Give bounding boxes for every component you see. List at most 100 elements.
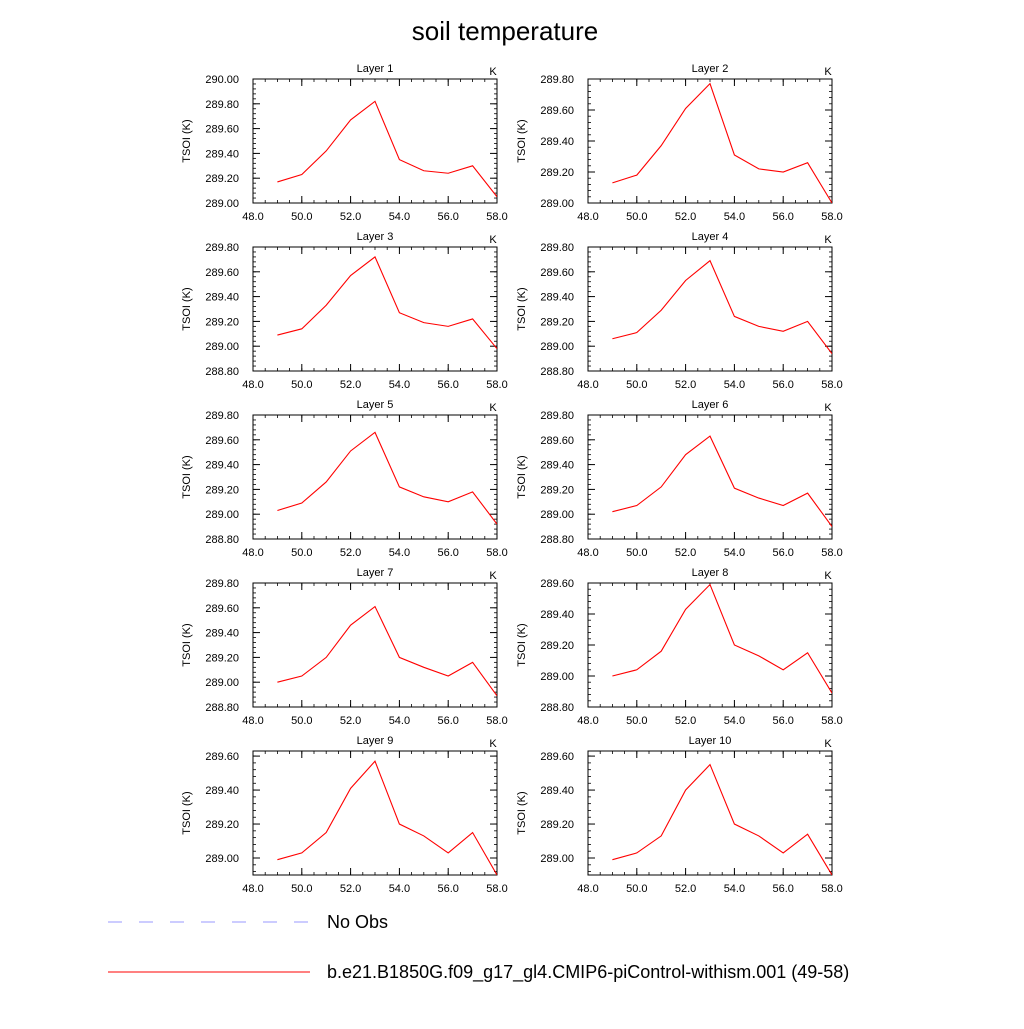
panel-frame	[587, 246, 833, 372]
x-tick-label: 52.0	[340, 379, 361, 391]
chart-title: soil temperature	[412, 16, 598, 46]
y-tick-label: 288.80	[540, 534, 574, 546]
x-tick-label: 58.0	[486, 547, 507, 559]
y-tick-label: 289.00	[540, 341, 574, 353]
x-tick-label: 50.0	[626, 547, 647, 559]
legend-label: No Obs	[327, 912, 388, 932]
x-tick-label: 48.0	[577, 547, 598, 559]
y-tick-label: 289.20	[205, 652, 239, 664]
x-tick-label: 56.0	[772, 379, 793, 391]
panel-title: Layer 7	[357, 567, 394, 579]
y-axis-label: TSOI (K)	[516, 119, 528, 162]
x-tick-label: 56.0	[772, 715, 793, 727]
panel-layer-6: Layer 6 K TSOI (K) 288.80 289.00 289.20 289.40…	[516, 399, 843, 559]
series-line-model	[277, 256, 497, 350]
x-tick-label: 58.0	[486, 715, 507, 727]
y-tick-label: 289.00	[540, 198, 574, 210]
x-tick-label: 56.0	[772, 547, 793, 559]
panel-layer-1: Layer 1 K TSOI (K) 289.00 289.20 289.40 289.60…	[181, 63, 508, 223]
x-tick-label: 52.0	[340, 211, 361, 223]
x-tick-label: 48.0	[577, 379, 598, 391]
y-tick-label: 289.80	[540, 74, 574, 86]
panels-group: Layer 1 K TSOI (K) 289.00 289.20 289.40 289.60…	[181, 63, 843, 895]
y-tick-label: 289.60	[540, 751, 574, 763]
y-tick-label: 288.80	[205, 702, 239, 714]
series-line-model	[277, 760, 497, 875]
y-tick-label: 289.20	[540, 640, 574, 652]
y-tick-label: 288.80	[205, 534, 239, 546]
x-tick-label: 52.0	[675, 547, 696, 559]
x-tick-label: 50.0	[626, 715, 647, 727]
y-tick-label: 289.00	[540, 671, 574, 683]
panel-units: K	[489, 66, 497, 78]
panel-title: Layer 1	[357, 63, 394, 75]
y-tick-label: 289.40	[540, 136, 574, 148]
y-axis-label: TSOI (K)	[181, 791, 193, 834]
y-tick-label: 288.80	[540, 366, 574, 378]
panel-units: K	[489, 570, 497, 582]
y-axis-label: TSOI (K)	[516, 287, 528, 330]
series-line-model	[612, 82, 832, 203]
y-tick-label: 289.40	[205, 785, 239, 797]
legend-label: b.e21.B1850G.f09_g17_gl4.CMIP6-piControl…	[327, 962, 849, 983]
y-tick-label: 289.40	[540, 609, 574, 621]
x-tick-label: 58.0	[486, 883, 507, 895]
panel-units: K	[824, 402, 832, 414]
y-axis-label: TSOI (K)	[181, 119, 193, 162]
y-tick-label: 289.00	[205, 677, 239, 689]
y-tick-label: 289.80	[540, 242, 574, 254]
y-tick-label: 289.20	[205, 819, 239, 831]
panel-units: K	[489, 738, 497, 750]
y-tick-label: 289.60	[540, 578, 574, 590]
x-tick-label: 56.0	[772, 211, 793, 223]
y-tick-label: 289.80	[205, 578, 239, 590]
x-tick-label: 50.0	[626, 379, 647, 391]
y-tick-label: 289.20	[540, 167, 574, 179]
x-tick-label: 52.0	[675, 715, 696, 727]
y-tick-label: 289.00	[205, 198, 239, 210]
x-tick-label: 56.0	[772, 883, 793, 895]
y-tick-label: 289.60	[540, 267, 574, 279]
panel-units: K	[824, 738, 832, 750]
y-tick-label: 289.60	[205, 267, 239, 279]
x-tick-label: 54.0	[389, 547, 410, 559]
x-tick-label: 48.0	[242, 547, 263, 559]
y-tick-label: 289.20	[205, 173, 239, 185]
panel-frame	[587, 582, 833, 708]
y-tick-label: 289.40	[540, 785, 574, 797]
panel-frame	[252, 246, 498, 372]
panel-layer-3: Layer 3 K TSOI (K) 288.80 289.00 289.20 289.40…	[181, 231, 508, 391]
x-tick-label: 56.0	[437, 547, 458, 559]
panel-frame	[587, 414, 833, 540]
x-tick-label: 52.0	[340, 883, 361, 895]
x-tick-label: 54.0	[389, 715, 410, 727]
y-tick-label: 289.40	[540, 292, 574, 304]
y-tick-label: 289.80	[205, 242, 239, 254]
panel-units: K	[824, 66, 832, 78]
y-axis-label: TSOI (K)	[181, 623, 193, 666]
y-tick-label: 289.60	[205, 603, 239, 615]
series-line-model	[612, 763, 832, 875]
y-tick-label: 289.00	[205, 509, 239, 521]
x-tick-label: 48.0	[242, 883, 263, 895]
panel-layer-9: Layer 9 K TSOI (K) 289.00 289.20 289.40 289.60…	[181, 735, 508, 895]
panel-title: Layer 3	[357, 231, 394, 243]
y-tick-label: 289.00	[205, 341, 239, 353]
panel-title: Layer 4	[692, 231, 729, 243]
x-tick-label: 56.0	[437, 211, 458, 223]
x-tick-label: 54.0	[389, 379, 410, 391]
y-axis-label: TSOI (K)	[516, 455, 528, 498]
x-tick-label: 50.0	[291, 883, 312, 895]
y-tick-label: 289.60	[205, 751, 239, 763]
panel-layer-10: Layer 10 K TSOI (K) 289.00 289.20 289.40 289.6…	[516, 735, 843, 895]
y-tick-label: 288.80	[540, 702, 574, 714]
panel-layer-8: Layer 8 K TSOI (K) 288.80 289.00 289.20 289.40…	[516, 567, 843, 727]
legend: No Obs b.e21.B1850G.f09_g17_gl4.CMIP6-piC…	[108, 912, 849, 983]
panel-frame	[252, 78, 498, 204]
x-tick-label: 48.0	[577, 211, 598, 223]
panel-layer-7: Layer 7 K TSOI (K) 288.80 289.00 289.20 289.40…	[181, 567, 508, 727]
x-tick-label: 54.0	[389, 883, 410, 895]
x-tick-label: 48.0	[577, 883, 598, 895]
